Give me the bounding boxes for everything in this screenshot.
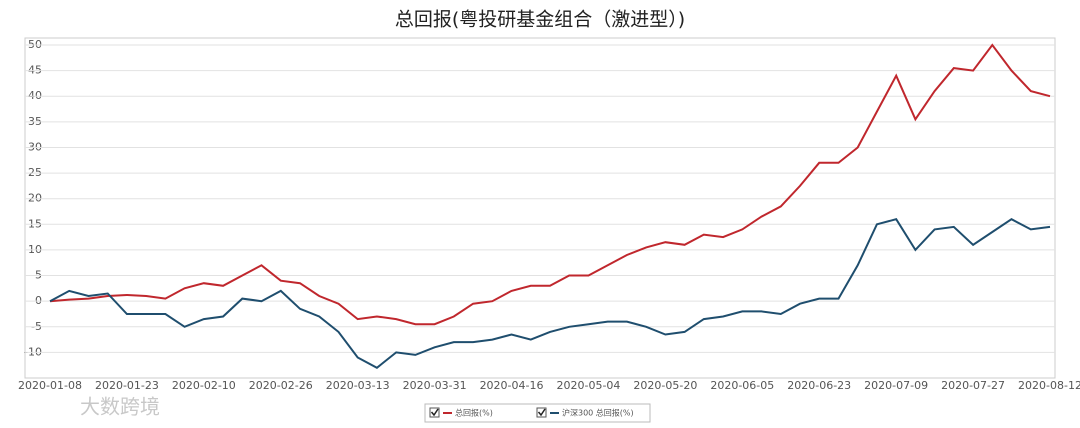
x-tick-label: 2020-07-27 — [941, 379, 1005, 392]
legend-label: 总回报(%) — [455, 408, 493, 418]
x-tick-label: 2020-03-31 — [403, 379, 467, 392]
legend-label: 沪深300 总回报(%) — [562, 408, 634, 418]
line-series — [49, 43, 1051, 326]
x-tick-label: 2020-06-05 — [710, 379, 774, 392]
x-tick-label: 2020-03-13 — [326, 379, 390, 392]
legend-check — [430, 408, 439, 417]
x-tick-label: 2020-01-08 — [18, 379, 82, 392]
line-series — [49, 218, 1051, 369]
x-tick-label: 2020-05-04 — [556, 379, 620, 392]
x-tick-label: 2020-02-26 — [249, 379, 313, 392]
x-tick-label: 2020-07-09 — [864, 379, 928, 392]
watermark: 大数跨境 — [80, 395, 160, 419]
legend-checkbox — [429, 407, 440, 418]
x-tick-label: 2020-08-12 — [1018, 379, 1080, 392]
legend-check — [537, 408, 546, 417]
legend-checkbox — [536, 407, 547, 418]
x-tick-label: 2020-02-10 — [172, 379, 236, 392]
chart-title: 总回报(粤投研基金组合（激进型）) — [395, 9, 685, 31]
x-tick-label: 2020-01-23 — [95, 379, 159, 392]
x-tick-label: 2020-05-20 — [633, 379, 697, 392]
x-tick-label: 2020-06-23 — [787, 379, 851, 392]
plot-frame — [24, 37, 1056, 379]
x-tick-label: 2020-04-16 — [480, 379, 544, 392]
